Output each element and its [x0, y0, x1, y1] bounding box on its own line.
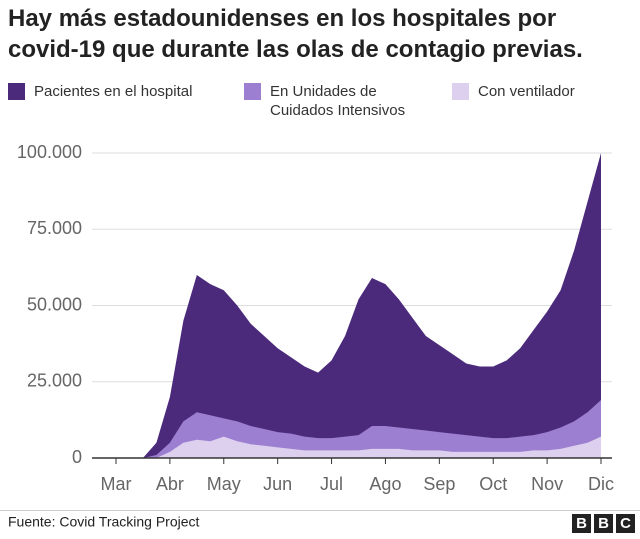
logo-letter: C [620, 515, 631, 532]
legend-swatch [452, 83, 469, 100]
logo-letter: B [598, 515, 609, 532]
legend-label: Pacientes en el hospital [34, 83, 192, 100]
x-tick-label: Sep [423, 474, 455, 494]
y-tick-label: 75.000 [27, 218, 82, 238]
y-tick-label: 100.000 [17, 142, 82, 162]
chart-title: Hay más estadounidenses en los hospitale… [8, 5, 583, 63]
legend-swatch [8, 83, 25, 100]
x-tick-label: Abr [156, 474, 184, 494]
x-tick-label: Jul [320, 474, 343, 494]
legend-label: En Unidades de Cuidados Intensivos [270, 83, 405, 119]
x-tick-label: Ago [369, 474, 401, 494]
x-tick-label: Jun [263, 474, 292, 494]
area [116, 153, 601, 458]
x-tick-label: May [207, 474, 241, 494]
title-line: Hay más estadounidenses en los hospitale… [8, 5, 556, 32]
x-tick-label: Oct [479, 474, 507, 494]
x-tick-label: Dic [588, 474, 614, 494]
area [116, 436, 601, 458]
logo-box [572, 514, 591, 533]
y-tick-label: 0 [72, 447, 82, 467]
footer-rule [0, 510, 640, 511]
logo-box [594, 514, 613, 533]
x-tick-label: Nov [531, 474, 563, 494]
x-tick-label: Mar [101, 474, 132, 494]
legend-label: Con ventilador [478, 83, 575, 100]
legend-swatch [244, 83, 261, 100]
source: Fuente: Covid Tracking Project [8, 514, 200, 530]
legend-line: En Unidades de [270, 83, 377, 100]
title-line: covid-19 que durante las olas de contagi… [8, 36, 583, 63]
logo-box [616, 514, 635, 533]
logo-letter: B [576, 515, 587, 532]
legend-line: Cuidados Intensivos [270, 102, 405, 119]
y-tick-label: 25.000 [27, 371, 82, 391]
y-tick-label: 50.000 [27, 294, 82, 314]
